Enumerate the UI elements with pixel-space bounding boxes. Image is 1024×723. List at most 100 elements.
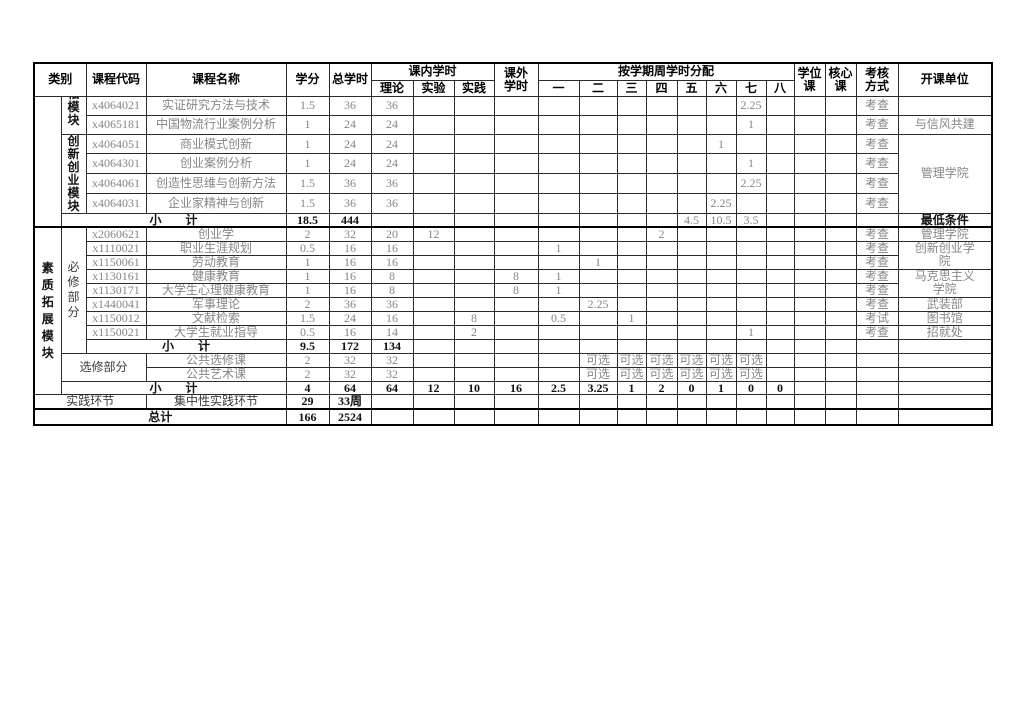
empty-cell (493, 296, 539, 312)
empty-cell (616, 192, 647, 214)
total-hours-value: 36 (328, 192, 372, 214)
empty-cell (765, 310, 795, 326)
course-code: x1130171 (85, 282, 147, 298)
empty-cell (793, 352, 826, 368)
sem1-hours: 1 (537, 268, 580, 284)
assessment-value: 考查 (855, 226, 899, 242)
empty-cell (453, 173, 495, 194)
minimum-condition-label: 最低条件 (897, 212, 993, 228)
empty-cell (676, 310, 707, 326)
credits-value: 2 (285, 366, 330, 382)
module-label-required: 必修部分 (60, 226, 87, 354)
col-header-credits: 学分 (285, 62, 330, 97)
empty-cell (793, 338, 826, 354)
empty-cell (537, 296, 580, 312)
empty-cell (855, 366, 899, 382)
empty-cell (824, 394, 857, 410)
assessment-value: 考查 (855, 240, 899, 256)
empty-cell (824, 324, 857, 340)
total-hours-value: 24 (328, 133, 372, 155)
credits-value: 1 (285, 268, 330, 284)
course-name: 企业家精神与创新 (145, 192, 287, 214)
course-code: x2060621 (85, 226, 147, 242)
module-label-partial: 松模块 (60, 95, 87, 135)
empty-cell (537, 114, 580, 135)
sem8-subtotal: 0 (765, 380, 795, 396)
empty-cell (765, 394, 795, 410)
empty-cell (793, 212, 826, 228)
empty-cell (453, 394, 495, 410)
empty-cell (412, 324, 455, 340)
empty-cell (537, 133, 580, 155)
credits-value: 29 (285, 394, 330, 410)
col-header-sem-2: 二 (578, 79, 618, 97)
assessment-value: 考查 (855, 296, 899, 312)
sem1-subtotal: 2.5 (537, 380, 580, 396)
sem6-subtotal: 1 (705, 380, 737, 396)
table-row: x1130171 大学生心理健康教育 1 16 8 8 1 考查 (34, 282, 992, 298)
empty-cell (765, 153, 795, 174)
empty-cell (537, 212, 580, 228)
subtotal-theory: 134 (370, 338, 414, 354)
empty-cell (824, 254, 857, 270)
empty-cell (735, 268, 767, 284)
empty-cell (824, 240, 857, 256)
empty-cell (493, 114, 539, 135)
total-hours-value: 36 (328, 173, 372, 194)
sem2-optional: 可选 (578, 352, 618, 368)
empty-cell (370, 212, 414, 228)
empty-cell (897, 352, 993, 368)
total-hours-value: 36 (328, 296, 372, 312)
course-code: x1110021 (85, 240, 147, 256)
theory-hours: 36 (370, 192, 414, 214)
col-header-theory: 理论 (370, 79, 414, 97)
table-row: 选修部分 公共选修课 2 32 32 可选 可选 可选 可选 可选 可选 (34, 352, 993, 382)
assessment-value: 考查 (855, 324, 899, 340)
course-name: 创造性思维与创新方法 (145, 173, 287, 194)
course-code: x1150012 (85, 310, 147, 326)
credits-value: 1 (285, 254, 330, 270)
empty-cell (370, 407, 414, 426)
empty-cell (676, 254, 707, 270)
sem6-hours: 1 (705, 133, 737, 155)
offering-unit: 管理学院 (897, 226, 993, 242)
empty-cell (793, 192, 826, 214)
sem7-optional: 可选 (735, 366, 767, 382)
empty-cell (793, 254, 826, 270)
col-header-practice: 实践 (453, 79, 495, 97)
credits-value: 1 (285, 153, 330, 174)
empty-cell (578, 338, 618, 354)
course-code: x4064021 (85, 95, 147, 116)
empty-cell (705, 254, 737, 270)
course-name: 劳动教育 (145, 254, 287, 270)
empty-cell (412, 352, 455, 368)
empty-cell (645, 212, 678, 228)
empty-cell (765, 254, 795, 270)
col-header-sem-8: 八 (765, 79, 795, 97)
col-header-degree-course: 学位课 (793, 62, 826, 97)
theory-hours: 16 (370, 254, 414, 270)
empty-cell (855, 407, 899, 426)
module-label-innovation: 创新创业模块 (60, 133, 87, 214)
subtotal-total-hours: 172 (328, 338, 372, 354)
empty-cell (493, 133, 539, 155)
sem7-hours: 2.25 (735, 173, 767, 194)
assessment-value: 考查 (855, 268, 899, 284)
empty-cell (537, 394, 580, 410)
total-hours-value: 36 (328, 95, 372, 116)
empty-cell (537, 192, 580, 214)
empty-cell (824, 268, 857, 284)
theory-hours: 36 (370, 95, 414, 116)
assessment-value: 考查 (855, 153, 899, 174)
theory-hours: 20 (370, 226, 414, 242)
empty-cell (578, 212, 618, 228)
empty-cell (793, 380, 826, 396)
empty-cell (824, 95, 857, 116)
subtotal-label: 小 计 (85, 338, 287, 354)
empty-cell (824, 192, 857, 214)
sem2-subtotal: 3.25 (578, 380, 618, 396)
sem3-optional: 可选 (616, 352, 647, 368)
subtotal-credits: 18.5 (285, 212, 330, 228)
empty-cell (453, 226, 495, 242)
